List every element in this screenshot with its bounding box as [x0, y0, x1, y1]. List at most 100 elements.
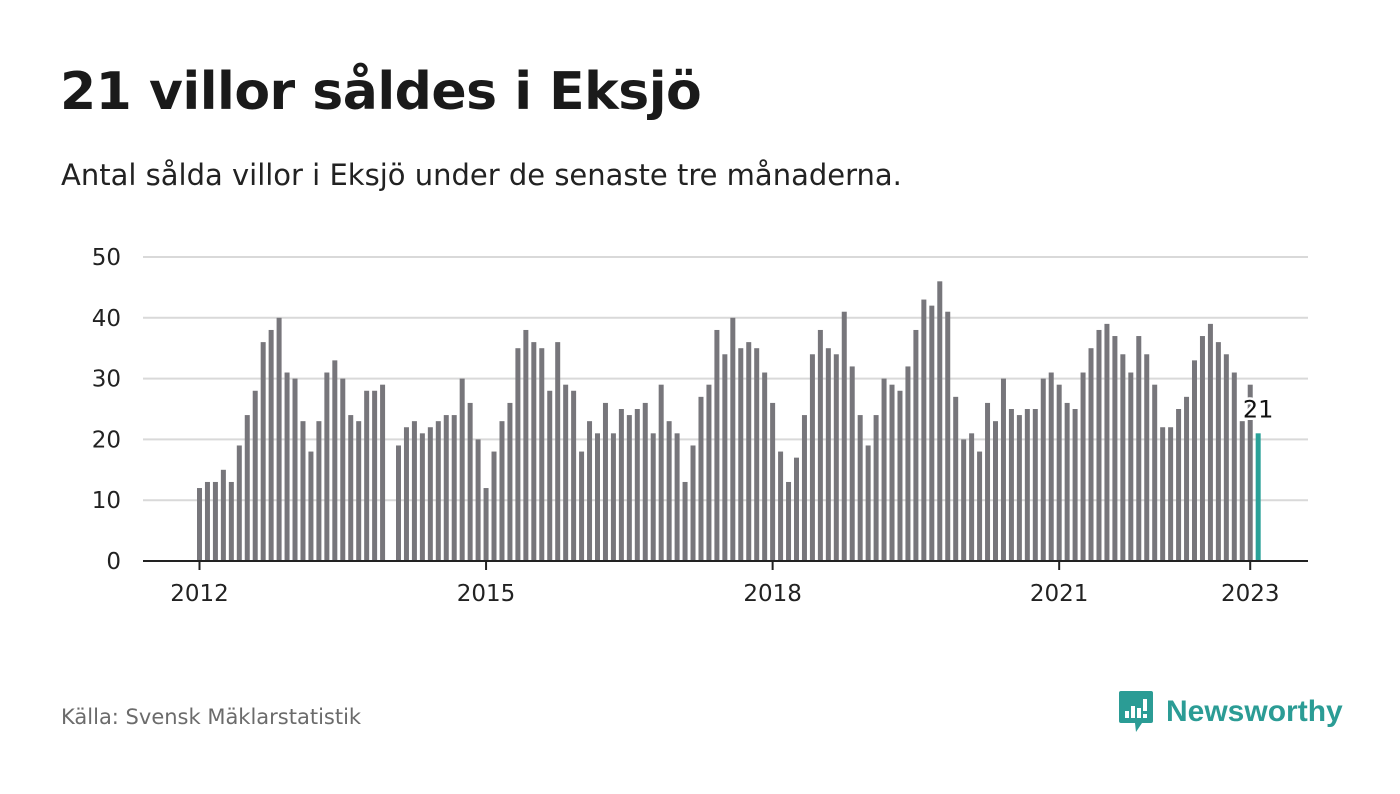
source-note: Källa: Svensk Mäklarstatistik [61, 705, 362, 729]
bar [1168, 427, 1174, 561]
bar [372, 390, 378, 561]
bar [857, 415, 863, 561]
y-tick-label: 40 [92, 306, 121, 332]
bar [1192, 360, 1197, 561]
bar [634, 409, 640, 561]
bar [1144, 354, 1150, 561]
bar [770, 402, 776, 561]
bar [865, 445, 871, 561]
bar [1024, 409, 1030, 561]
bar [332, 360, 338, 561]
bar [459, 378, 465, 561]
bar [220, 469, 226, 561]
bar [1096, 329, 1102, 561]
bar [977, 451, 983, 561]
brand-name: Newsworthy [1166, 694, 1343, 728]
bar [587, 421, 593, 561]
bar [531, 342, 537, 561]
bar [292, 378, 298, 561]
bar [276, 317, 282, 561]
bar [1152, 384, 1158, 561]
bar [204, 481, 210, 561]
bar [324, 372, 330, 561]
bar [841, 311, 847, 561]
bar [1008, 409, 1014, 561]
bar [403, 427, 409, 561]
bar [897, 390, 903, 561]
bar [435, 421, 441, 561]
bar [1199, 336, 1205, 561]
bar [913, 329, 919, 561]
bar [236, 445, 242, 561]
y-tick-label: 10 [92, 488, 121, 514]
bar [961, 439, 967, 561]
bar [682, 481, 688, 561]
bar [451, 415, 457, 561]
bar [356, 421, 362, 561]
bar [945, 311, 951, 561]
bar [547, 390, 553, 561]
y-tick-label: 20 [92, 427, 121, 453]
bar [252, 390, 258, 561]
bar [1080, 372, 1086, 561]
bar [212, 481, 218, 561]
bar [690, 445, 696, 561]
bar [730, 317, 736, 561]
bar [1064, 402, 1070, 561]
bar [778, 451, 784, 561]
bar [348, 415, 354, 561]
bar [794, 457, 799, 561]
bar [1056, 384, 1062, 561]
bar [197, 488, 202, 561]
bar [754, 348, 760, 561]
bar [1088, 348, 1094, 561]
bar [228, 481, 234, 561]
bar [284, 372, 290, 561]
bar [1136, 336, 1142, 561]
bar [364, 390, 370, 561]
bar [340, 378, 346, 561]
bar [889, 384, 895, 561]
bar [762, 372, 768, 561]
y-tick-label: 0 [106, 549, 121, 575]
bar [1040, 378, 1046, 561]
bar [674, 433, 680, 561]
x-tick-label: 2015 [457, 581, 516, 607]
bar [268, 329, 274, 561]
bar [1231, 372, 1237, 561]
bar [260, 342, 266, 561]
bar [817, 329, 823, 561]
x-tick-label: 2023 [1221, 581, 1280, 607]
bar [411, 421, 417, 561]
bar [746, 342, 752, 561]
bar [1048, 372, 1054, 561]
bar [499, 421, 505, 561]
bar [555, 342, 561, 561]
bar [1223, 354, 1229, 561]
bar [658, 384, 664, 561]
bar [1239, 421, 1245, 561]
newsworthy-brand[interactable]: Newsworthy [1118, 689, 1343, 734]
bar [1000, 378, 1006, 561]
bar [610, 433, 616, 561]
bar [905, 366, 911, 561]
bar [626, 415, 632, 561]
bar [1160, 427, 1166, 561]
bar [244, 415, 250, 561]
bar [714, 329, 720, 561]
bar [937, 281, 943, 561]
bar [491, 451, 497, 561]
bar [1247, 384, 1253, 561]
bar [427, 427, 433, 561]
x-tick-label: 2012 [170, 581, 229, 607]
bar [1207, 323, 1213, 561]
bar [786, 481, 792, 561]
x-tick-label: 2021 [1030, 581, 1089, 607]
bar [467, 402, 473, 561]
bar [316, 421, 322, 561]
bar [985, 402, 991, 561]
bar [1215, 342, 1221, 561]
bar [523, 329, 529, 561]
bar [666, 421, 672, 561]
bar [881, 378, 887, 561]
